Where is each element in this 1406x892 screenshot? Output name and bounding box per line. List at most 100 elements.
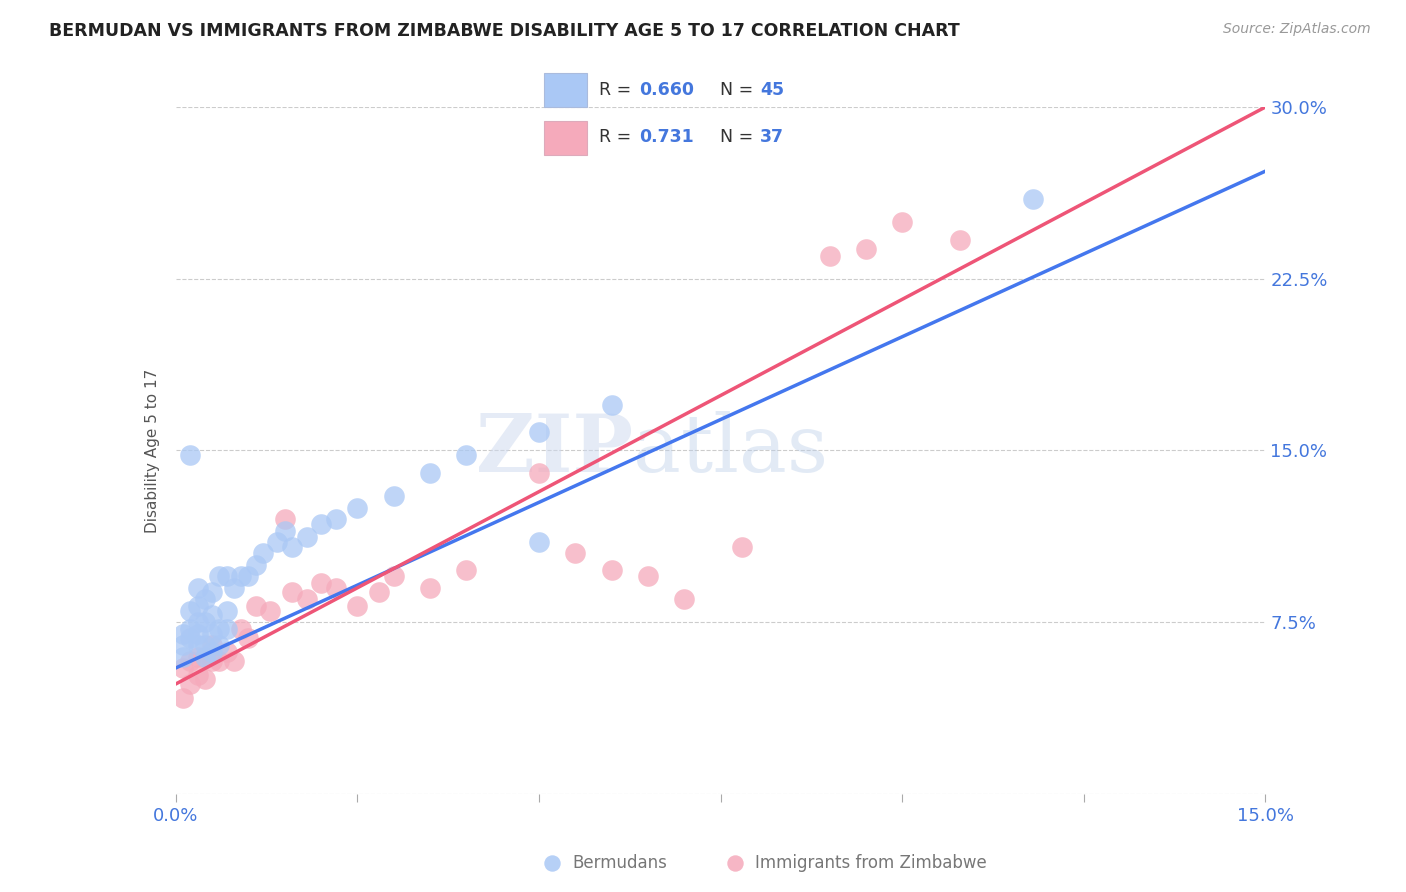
- Point: [673, 592, 696, 607]
- Point: [259, 604, 281, 618]
- Point: [266, 535, 288, 549]
- Point: [172, 649, 194, 664]
- Point: [245, 558, 267, 572]
- FancyBboxPatch shape: [544, 121, 586, 155]
- Point: [172, 626, 194, 640]
- Y-axis label: Disability Age 5 to 17: Disability Age 5 to 17: [145, 368, 160, 533]
- Point: [637, 569, 659, 583]
- Text: atlas: atlas: [633, 411, 828, 490]
- Point: [215, 622, 238, 636]
- Point: [325, 581, 347, 595]
- Point: [179, 604, 201, 618]
- Point: [179, 654, 201, 668]
- Point: [179, 622, 201, 636]
- Point: [564, 546, 586, 561]
- FancyBboxPatch shape: [544, 73, 586, 106]
- Point: [281, 585, 304, 599]
- Point: [891, 214, 914, 228]
- Text: N =: N =: [720, 81, 759, 99]
- Point: [238, 631, 260, 645]
- Point: [201, 626, 224, 640]
- Point: [1022, 192, 1045, 206]
- Text: 0.660: 0.660: [640, 81, 695, 99]
- Point: [456, 562, 478, 576]
- Point: [527, 535, 550, 549]
- Point: [201, 638, 224, 652]
- Point: [295, 531, 318, 545]
- Text: Bermudans: Bermudans: [572, 854, 668, 872]
- Text: 37: 37: [761, 128, 785, 146]
- Point: [855, 242, 877, 256]
- Point: [419, 467, 441, 481]
- Point: [194, 649, 217, 664]
- Point: [724, 856, 747, 871]
- Point: [172, 638, 194, 652]
- Point: [540, 856, 562, 871]
- Point: [186, 615, 209, 630]
- Point: [346, 500, 368, 515]
- Point: [222, 581, 245, 595]
- Text: N =: N =: [720, 128, 759, 146]
- Point: [201, 654, 224, 668]
- Point: [194, 615, 217, 630]
- Point: [186, 581, 209, 595]
- Point: [527, 467, 550, 481]
- Point: [382, 569, 405, 583]
- Point: [325, 512, 347, 526]
- Point: [346, 599, 368, 614]
- Point: [309, 516, 332, 531]
- Text: BERMUDAN VS IMMIGRANTS FROM ZIMBABWE DISABILITY AGE 5 TO 17 CORRELATION CHART: BERMUDAN VS IMMIGRANTS FROM ZIMBABWE DIS…: [49, 22, 960, 40]
- Point: [222, 654, 245, 668]
- Text: 45: 45: [761, 81, 785, 99]
- Point: [231, 569, 253, 583]
- Point: [186, 638, 209, 652]
- Point: [201, 645, 224, 659]
- Point: [252, 546, 274, 561]
- Point: [186, 668, 209, 682]
- Point: [274, 524, 297, 538]
- Point: [281, 540, 304, 554]
- Point: [245, 599, 267, 614]
- Point: [172, 661, 194, 675]
- Text: ZIP: ZIP: [477, 411, 633, 490]
- Point: [194, 649, 217, 664]
- Text: R =: R =: [599, 128, 637, 146]
- Point: [194, 638, 217, 652]
- Point: [456, 448, 478, 462]
- Point: [194, 673, 217, 687]
- Point: [215, 569, 238, 583]
- Point: [818, 249, 841, 263]
- Point: [208, 638, 231, 652]
- Point: [215, 645, 238, 659]
- Point: [208, 569, 231, 583]
- Text: Source: ZipAtlas.com: Source: ZipAtlas.com: [1223, 22, 1371, 37]
- Point: [231, 622, 253, 636]
- Point: [172, 690, 194, 705]
- Point: [527, 425, 550, 439]
- Point: [186, 626, 209, 640]
- Point: [274, 512, 297, 526]
- Point: [949, 233, 972, 247]
- Point: [194, 592, 217, 607]
- Point: [215, 604, 238, 618]
- Point: [179, 448, 201, 462]
- Point: [201, 608, 224, 623]
- Point: [186, 649, 209, 664]
- Text: Immigrants from Zimbabwe: Immigrants from Zimbabwe: [755, 854, 987, 872]
- Point: [600, 398, 623, 412]
- Point: [295, 592, 318, 607]
- Point: [201, 585, 224, 599]
- Point: [309, 576, 332, 591]
- Point: [368, 585, 391, 599]
- Point: [179, 631, 201, 645]
- Text: 0.731: 0.731: [640, 128, 695, 146]
- Point: [382, 489, 405, 503]
- Point: [731, 540, 754, 554]
- Point: [600, 562, 623, 576]
- Point: [208, 654, 231, 668]
- Point: [179, 677, 201, 691]
- Point: [186, 599, 209, 614]
- Point: [208, 622, 231, 636]
- Text: R =: R =: [599, 81, 637, 99]
- Point: [238, 569, 260, 583]
